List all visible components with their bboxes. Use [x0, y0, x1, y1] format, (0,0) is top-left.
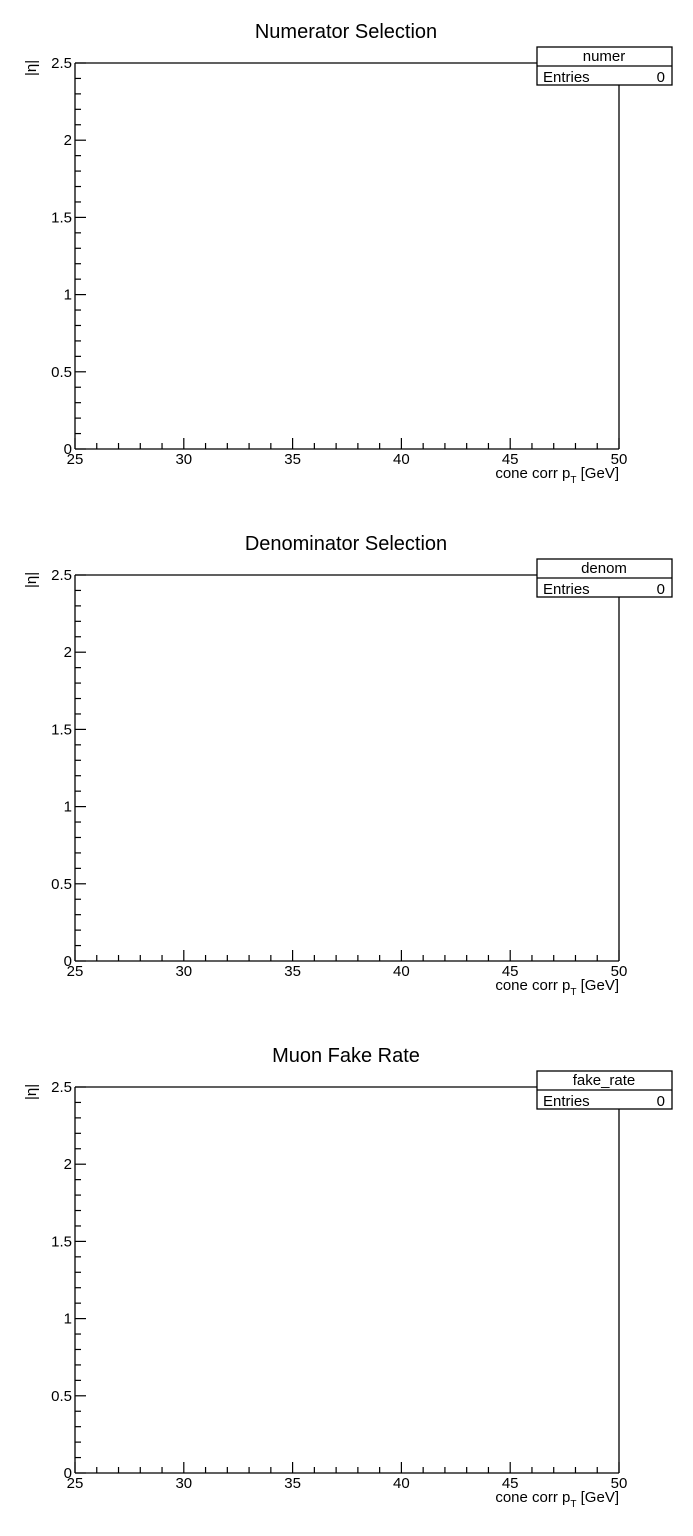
- stats-box: denom Entries 0: [536, 558, 673, 598]
- stats-histogram-name: numer: [583, 48, 626, 65]
- x-tick-labels: 25 30 35 40 45 50: [67, 451, 628, 468]
- x-ticks: [74, 1462, 620, 1473]
- y-tick-label: 1: [64, 1311, 72, 1328]
- x-tick-label: 25: [67, 451, 84, 468]
- y-axis-label: |η|: [23, 60, 40, 76]
- x-axis-label-unit: [GeV]: [576, 1489, 619, 1506]
- x-axis-label-subscript: T: [570, 1499, 576, 1510]
- x-tick-label: 35: [284, 451, 301, 468]
- x-axis-label: cone corr pT [GeV]: [495, 977, 619, 998]
- x-axis-label: cone corr pT [GeV]: [495, 1489, 619, 1510]
- stats-box: numer Entries 0: [536, 46, 673, 86]
- x-axis-label-subscript: T: [570, 475, 576, 486]
- y-ticks: [75, 574, 86, 962]
- x-tick-label: 45: [502, 963, 519, 980]
- x-tick-label: 40: [393, 451, 410, 468]
- y-tick-label: 0.5: [51, 1388, 72, 1405]
- x-axis-label-main: cone corr p: [495, 1489, 570, 1506]
- y-tick-label: 1.5: [51, 209, 72, 226]
- chart-title: Numerator Selection: [255, 21, 437, 43]
- y-tick-label: 2: [64, 1156, 72, 1173]
- x-tick-label: 40: [393, 963, 410, 980]
- pad-denominator: Denominator Selection 25 30 35 40 45 50 …: [0, 512, 693, 1024]
- x-tick-label: 35: [284, 963, 301, 980]
- stats-entries-value: 0: [657, 69, 665, 86]
- stats-entries-value: 0: [657, 581, 665, 598]
- chart-title: Denominator Selection: [245, 533, 447, 555]
- y-tick-label: 2: [64, 644, 72, 661]
- y-ticks: [75, 62, 86, 450]
- y-tick-label: 2.5: [51, 55, 72, 72]
- x-tick-label: 30: [175, 963, 192, 980]
- y-ticks: [75, 1086, 86, 1474]
- stats-histogram-name: denom: [581, 560, 627, 577]
- chart-title: Muon Fake Rate: [272, 1045, 420, 1067]
- y-tick-label: 1.5: [51, 721, 72, 738]
- y-tick-label: 1: [64, 287, 72, 304]
- x-tick-label: 50: [611, 451, 628, 468]
- x-tick-label: 35: [284, 1475, 301, 1492]
- x-tick-labels: 25 30 35 40 45 50: [67, 963, 628, 980]
- x-ticks: [74, 438, 620, 449]
- axis-frame: [74, 1086, 620, 1474]
- stats-box: fake_rate Entries 0: [536, 1070, 673, 1110]
- stats-entries-value: 0: [657, 1093, 665, 1110]
- x-tick-label: 30: [175, 451, 192, 468]
- y-tick-label: 0: [64, 441, 72, 458]
- stats-entries-label: Entries: [543, 1093, 590, 1110]
- pad-fake-rate: Muon Fake Rate 25 30 35 40 45 50 0 0.5 1…: [0, 1024, 693, 1536]
- y-tick-label: 2.5: [51, 1079, 72, 1096]
- y-tick-label: 0.5: [51, 364, 72, 381]
- y-axis-label: |η|: [23, 1084, 40, 1100]
- x-tick-labels: 25 30 35 40 45 50: [67, 1475, 628, 1492]
- x-tick-label: 45: [502, 451, 519, 468]
- pad-numerator: Numerator Selection 25 30 35 40 45 50 0 …: [0, 0, 693, 512]
- x-axis-label-main: cone corr p: [495, 465, 570, 482]
- x-axis-label: cone corr pT [GeV]: [495, 465, 619, 486]
- x-tick-label: 25: [67, 963, 84, 980]
- y-tick-label: 0: [64, 953, 72, 970]
- x-tick-label: 25: [67, 1475, 84, 1492]
- chart-svg: Muon Fake Rate 25 30 35 40 45 50 0 0.5 1…: [23, 1045, 673, 1510]
- stats-entries-label: Entries: [543, 581, 590, 598]
- y-tick-label: 2.5: [51, 567, 72, 584]
- y-axis-label: |η|: [23, 572, 40, 588]
- x-tick-label: 50: [611, 963, 628, 980]
- axis-frame: [74, 62, 620, 450]
- y-tick-labels: 0 0.5 1 1.5 2 2.5: [51, 55, 72, 458]
- stats-entries-label: Entries: [543, 69, 590, 86]
- stats-histogram-name: fake_rate: [573, 1072, 636, 1089]
- chart-svg: Denominator Selection 25 30 35 40 45 50 …: [23, 533, 673, 998]
- x-axis-label-unit: [GeV]: [576, 465, 619, 482]
- y-tick-labels: 0 0.5 1 1.5 2 2.5: [51, 1079, 72, 1482]
- y-tick-label: 0: [64, 1465, 72, 1482]
- x-tick-label: 30: [175, 1475, 192, 1492]
- x-axis-label-unit: [GeV]: [576, 977, 619, 994]
- x-tick-label: 40: [393, 1475, 410, 1492]
- axis-frame: [74, 574, 620, 962]
- chart-svg: Numerator Selection 25 30 35 40 45 50 0 …: [23, 21, 673, 486]
- y-tick-label: 0.5: [51, 876, 72, 893]
- x-tick-label: 45: [502, 1475, 519, 1492]
- y-tick-labels: 0 0.5 1 1.5 2 2.5: [51, 567, 72, 970]
- y-tick-label: 1.5: [51, 1233, 72, 1250]
- y-tick-label: 2: [64, 132, 72, 149]
- x-axis-label-main: cone corr p: [495, 977, 570, 994]
- x-ticks: [74, 950, 620, 961]
- y-tick-label: 1: [64, 799, 72, 816]
- x-tick-label: 50: [611, 1475, 628, 1492]
- x-axis-label-subscript: T: [570, 987, 576, 998]
